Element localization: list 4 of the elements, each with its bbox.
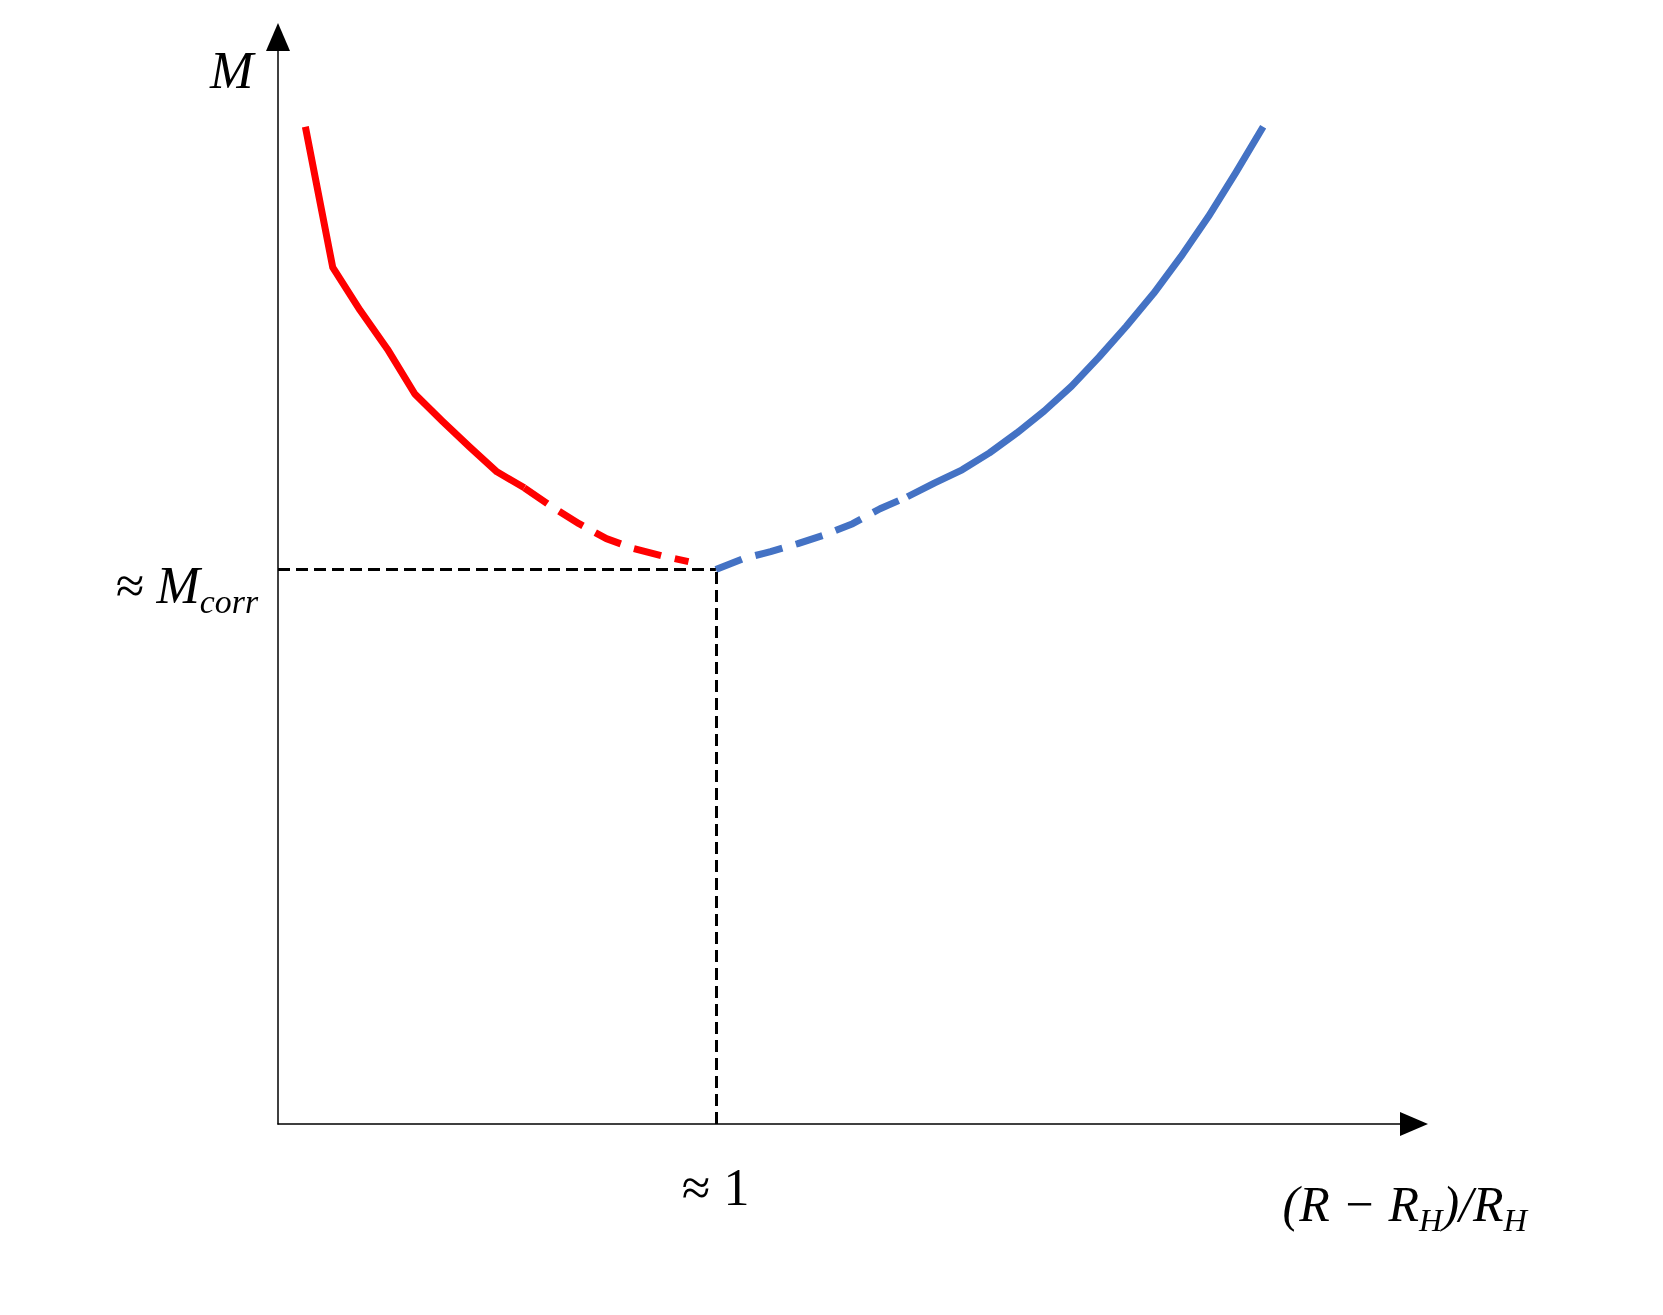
ref-line-label: ≈ M$_{corr}$ <box>115 556 259 620</box>
x-axis-title: (R − R$_{H}$)/R$_{H}$ <box>1282 1176 1528 1238</box>
text: ≈ 1 <box>681 1159 750 1216</box>
y-axis-title: M <box>210 42 254 99</box>
